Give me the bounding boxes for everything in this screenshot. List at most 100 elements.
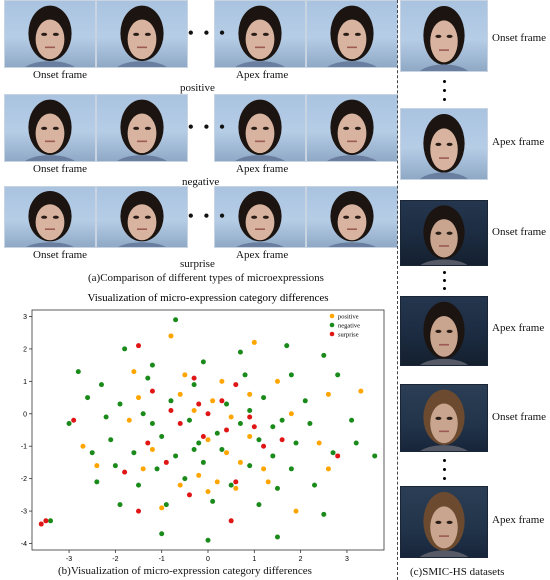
face-silhouette — [25, 99, 75, 161]
data-point-surprise — [233, 479, 239, 485]
onset-label-row3: Onset frame — [33, 249, 88, 261]
face-shape — [35, 19, 65, 60]
x-tick-label: 0 — [206, 556, 210, 563]
shoulders-shape — [26, 242, 74, 247]
vdot-b2 — [443, 279, 446, 282]
data-point-positive — [233, 485, 239, 491]
face-silhouette — [420, 389, 468, 451]
shoulders-shape — [419, 550, 469, 557]
data-point-positive — [274, 378, 280, 384]
data-point-negative — [154, 466, 160, 472]
plot-frame — [31, 309, 385, 551]
data-point-surprise — [71, 417, 77, 423]
face-silhouette — [236, 191, 284, 247]
eye-shape — [354, 215, 361, 219]
data-point-negative — [279, 417, 285, 423]
shoulders-shape — [419, 172, 469, 179]
legend-marker-negative — [329, 322, 335, 328]
data-point-negative — [163, 502, 169, 508]
data-point-surprise — [43, 518, 49, 524]
face-shape — [430, 315, 458, 357]
mouth-shape — [137, 46, 147, 49]
face-shape — [245, 204, 275, 241]
shoulders-shape — [327, 61, 377, 67]
data-point-surprise — [136, 343, 142, 349]
face-shape — [430, 403, 458, 444]
legend-label-surprise: surprise — [338, 332, 359, 339]
ellipsis-row1: • • • — [188, 25, 228, 42]
eye-shape — [435, 520, 442, 524]
vdot-c2 — [443, 468, 446, 471]
shoulders-shape — [235, 155, 285, 161]
data-point-positive — [293, 508, 299, 514]
frame-negative-apex-2 — [306, 94, 398, 162]
frame-positive-apex-2 — [306, 0, 398, 68]
shoulders-shape — [25, 155, 75, 161]
face-shape — [35, 113, 65, 154]
data-point-negative — [117, 401, 123, 407]
data-point-surprise — [219, 398, 225, 404]
face-silhouette — [327, 5, 377, 67]
face-shape — [127, 204, 157, 241]
data-point-positive — [265, 479, 271, 485]
data-point-surprise — [136, 508, 142, 514]
eye-shape — [435, 231, 442, 235]
frame-negative-onset-1 — [4, 94, 96, 162]
data-point-negative — [182, 476, 188, 482]
eye-shape — [41, 215, 48, 219]
smic-frame-4 — [400, 296, 488, 366]
data-point-negative — [270, 424, 276, 430]
mouth-shape — [439, 49, 449, 51]
vdot-a2 — [443, 89, 446, 92]
mouth-shape — [347, 140, 357, 143]
smic-label-2: Apex frame — [492, 136, 545, 148]
mouth-shape — [347, 228, 357, 230]
face-shape — [337, 204, 367, 241]
data-point-surprise — [186, 492, 192, 498]
smic-frame-6 — [400, 486, 488, 558]
eye-shape — [435, 34, 442, 39]
eye-shape — [354, 32, 361, 36]
eye-shape — [251, 215, 258, 219]
data-point-negative — [200, 459, 206, 465]
eye-shape — [133, 32, 140, 36]
eye-shape — [52, 32, 59, 36]
mouth-shape — [255, 46, 265, 49]
data-point-negative — [274, 534, 280, 540]
data-point-negative — [372, 453, 378, 459]
x-tick-label: 2 — [299, 556, 303, 563]
y-tick-label: -4 — [21, 541, 27, 548]
shoulders-shape — [420, 358, 468, 365]
eye-shape — [52, 215, 59, 219]
data-point-negative — [219, 446, 225, 452]
data-point-negative — [237, 349, 243, 355]
legend-label-negative: negative — [338, 323, 360, 330]
data-point-positive — [237, 459, 243, 465]
shoulders-shape — [327, 155, 377, 161]
data-point-negative — [270, 453, 276, 459]
row-label-negative: negative — [182, 176, 220, 188]
shoulders-shape — [118, 242, 166, 247]
mouth-shape — [255, 140, 265, 143]
eye-shape — [446, 142, 453, 146]
eye-shape — [144, 32, 151, 36]
frame-positive-apex-1 — [214, 0, 306, 68]
eye-shape — [251, 126, 258, 130]
data-point-positive — [325, 466, 331, 472]
data-point-surprise — [163, 459, 169, 465]
data-point-negative — [247, 463, 253, 469]
eye-shape — [446, 520, 453, 524]
face-silhouette — [117, 99, 167, 161]
mouth-shape — [439, 245, 449, 247]
y-tick-label: 2 — [23, 346, 27, 353]
eye-shape — [41, 32, 48, 36]
data-point-positive — [94, 463, 100, 469]
data-point-negative — [122, 346, 128, 352]
mouth-shape — [45, 140, 55, 143]
mouth-shape — [347, 46, 357, 49]
y-tick-label: 3 — [23, 314, 27, 321]
data-point-positive — [131, 369, 137, 375]
eye-shape — [446, 34, 453, 39]
data-point-negative — [108, 437, 114, 443]
face-silhouette — [327, 99, 377, 161]
